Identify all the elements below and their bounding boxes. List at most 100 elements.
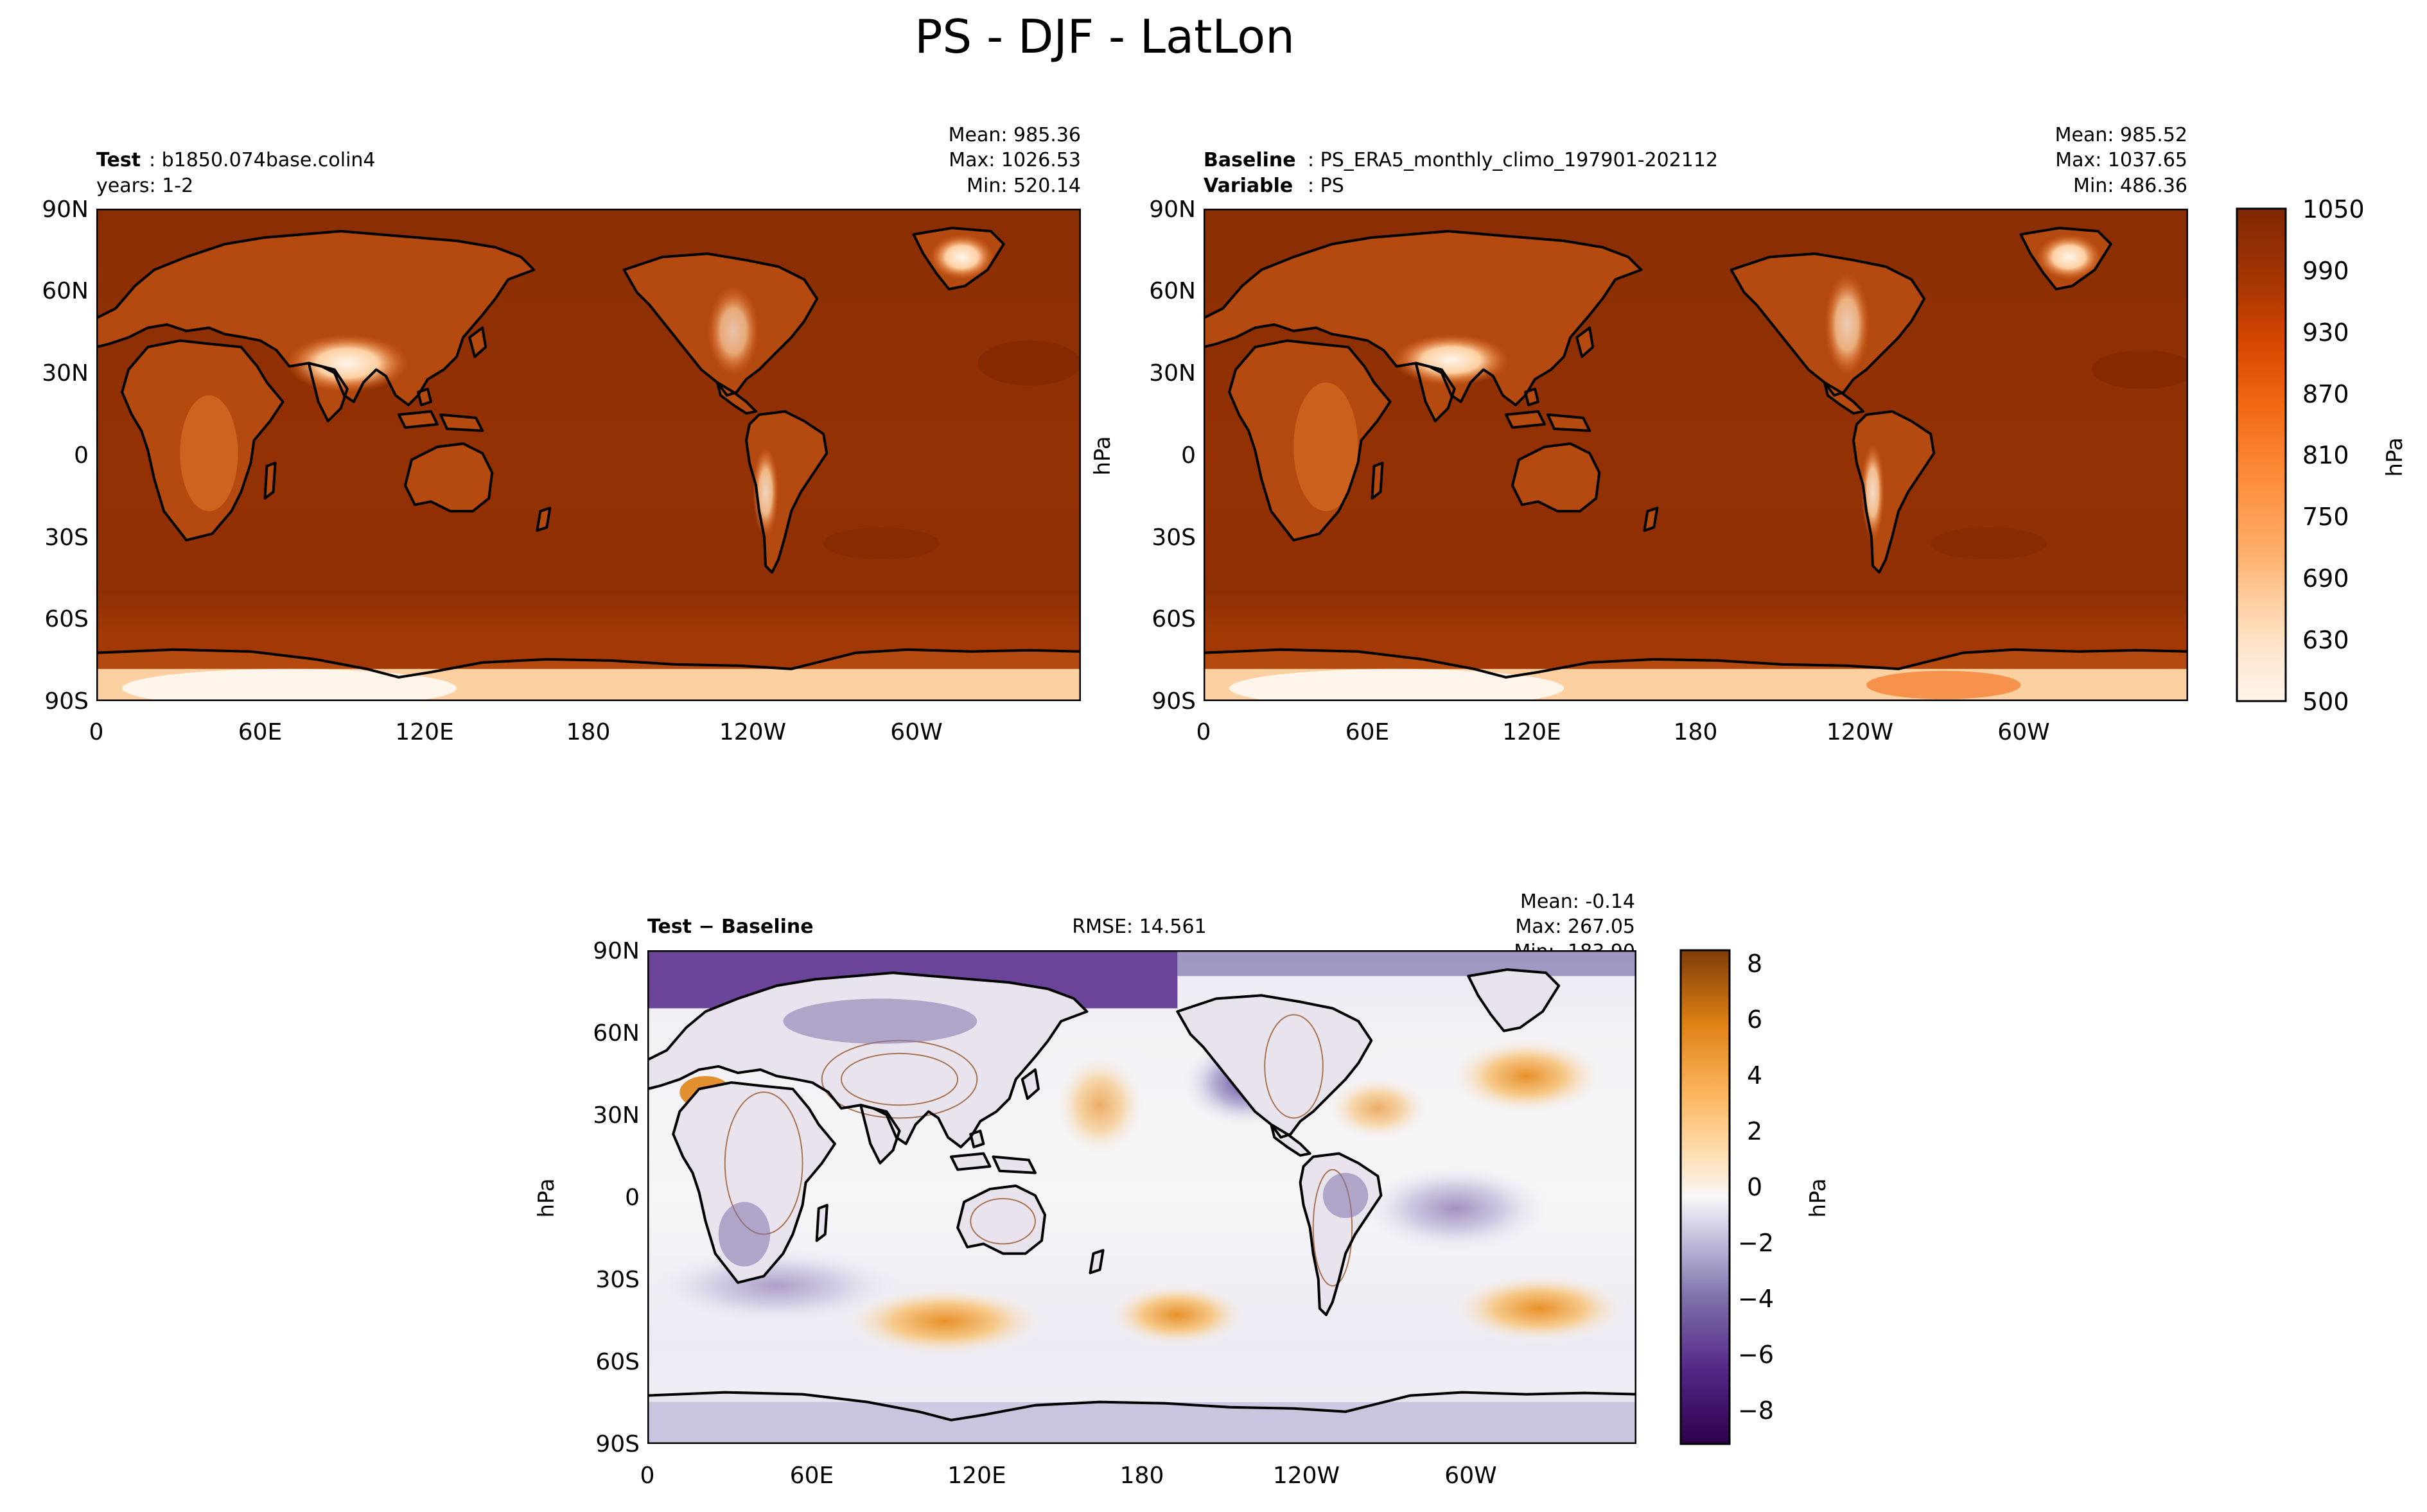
test-panel: Test : b1850.074base.colin4 years: 1-2 M… [42,124,1081,745]
colorbar-tick-label: −4 [1738,1285,1774,1313]
y-tick-label: 30S [595,1267,640,1293]
test-y-axis: 90N 60N 30N 0 30S 60S 90S [42,196,89,715]
baseline-greenland-ice [2037,234,2101,280]
baseline-map [1204,209,2188,701]
baseline-pressure-high-atlantic [2091,350,2188,389]
x-tick-label: 60W [890,719,942,745]
x-tick-label: 180 [1120,1463,1164,1489]
x-tick-label: 120E [947,1463,1006,1489]
test-label-case: : b1850.074base.colin4 [149,149,376,171]
test-map [96,209,1081,701]
y-tick-label: 90N [42,196,89,223]
diff-negative-anomaly [647,1247,906,1325]
difference-panel: Test − Baseline RMSE: 14.561 Mean: -0.14… [534,891,1831,1489]
y-tick-label: 90S [44,688,89,715]
diff-land-contours [724,1014,1353,1287]
test-antarctic-plateau [122,668,457,701]
colorbar-tick-label: 990 [2302,257,2349,285]
baseline-panel: Baseline : PS_ERA5_monthly_climo_197901-… [1090,124,2408,745]
pressure-colorbar: 1050 990 930 870 810 750 690 630 500 hPa [2236,195,2408,716]
diff-negative-anomaly [1358,1163,1553,1254]
x-tick-label: 120E [1502,719,1561,745]
baseline-ylabel: hPa [1090,436,1116,475]
difference-colorbar-label: hPa [1805,1178,1831,1217]
diff-positive-anomaly [1106,1282,1249,1348]
y-tick-label: 30N [593,1102,640,1129]
diff-land-negative [718,998,1369,1267]
x-tick-label: 60E [238,719,283,745]
colorbar-tick-label: 870 [2302,380,2349,408]
test-pressure-high-atlantic [977,340,1081,386]
baseline-x-axis: 0 60E 120E 180 120W 60W [1196,719,2050,745]
baseline-antarctic-ross [1866,670,2021,699]
x-tick-label: 180 [1674,719,1718,745]
diff-positive-anomaly [841,1285,1049,1357]
colorbar-tick-label: 6 [1747,1005,1762,1034]
variable-label-name: : PS [1308,175,1344,197]
y-tick-label: 0 [74,442,89,469]
y-tick-label: 30N [42,360,89,387]
y-tick-label: 60N [593,1020,640,1047]
x-tick-label: 120W [719,719,786,745]
colorbar-tick-label: 8 [1747,950,1762,978]
pressure-colorbar-ticks: 1050 990 930 870 810 750 690 630 500 [2302,195,2365,716]
baseline-y-axis: 90N 60N 30N 0 30S 60S 90S [1149,196,1196,715]
pressure-colorbar-ramp [2236,207,2287,702]
difference-stat-mean: Mean: -0.14 [1520,891,1635,913]
colorbar-tick-label: −2 [1738,1229,1774,1257]
colorbar-tick-label: 2 [1747,1117,1762,1145]
y-tick-label: 0 [1181,442,1196,469]
diff-positive-anomaly [1326,1076,1430,1141]
difference-ylabel: hPa [534,1178,559,1217]
pressure-colorbar-label: hPa [2382,437,2408,476]
baseline-label-bold: Baseline [1204,149,1296,171]
colorbar-tick-label: 630 [2302,626,2349,654]
y-tick-label: 60S [44,606,89,632]
colorbar-tick-label: 4 [1747,1061,1762,1090]
diff-positive-anomaly [1055,1053,1146,1157]
test-greenland-ice [929,234,994,280]
baseline-stat-max: Max: 1037.65 [2055,149,2187,171]
difference-label-bold: Test − Baseline [647,916,814,938]
test-pressure-low-pacific [823,527,940,560]
colorbar-tick-label: 0 [1747,1173,1762,1201]
test-stat-mean: Mean: 985.36 [949,124,1081,146]
test-label-bold: Test [96,149,141,171]
diff-arctic-negative [1177,950,1636,977]
x-tick-label: 60W [1444,1463,1496,1489]
y-tick-label: 60S [595,1349,640,1375]
x-tick-label: 120W [1827,719,1893,745]
y-tick-label: 90S [1152,688,1196,715]
y-tick-label: 30S [1152,525,1196,551]
colorbar-tick-label: −6 [1738,1341,1774,1369]
baseline-pressure-low-pacific [1931,527,2047,560]
baseline-stat-mean: Mean: 985.52 [2055,124,2187,146]
colorbar-tick-label: 500 [2302,688,2349,716]
x-tick-label: 0 [89,719,104,745]
y-tick-label: 0 [625,1185,640,1211]
figure-title: PS - DJF - LatLon [915,10,1295,64]
variable-label-bold: Variable [1204,175,1293,197]
baseline-stat-min: Min: 486.36 [2073,175,2187,197]
diff-positive-anomaly [1449,1273,1630,1344]
test-years: years: 1-2 [96,175,193,197]
baseline-africa-highlands [1293,382,1358,512]
y-tick-label: 30S [44,525,89,551]
colorbar-tick-label: 810 [2302,441,2349,469]
y-tick-label: 30N [1149,360,1196,387]
y-tick-label: 90S [595,1431,640,1457]
difference-colorbar-ticks: 8 6 4 2 0 −2 −4 −6 −8 [1738,950,1774,1425]
colorbar-tick-label: 690 [2302,564,2349,593]
colorbar-tick-label: 930 [2302,318,2349,347]
test-tibet-plateau [286,334,408,392]
diff-positive-anomaly [1449,1037,1604,1115]
y-tick-label: 90N [1149,196,1196,223]
colorbar-tick-label: 1050 [2302,195,2365,223]
test-africa-highlands [180,395,238,512]
y-tick-label: 60N [1149,278,1196,304]
colorbar-tick-label: 750 [2302,503,2349,531]
test-stat-min: Min: 520.14 [967,175,1081,197]
difference-stat-max: Max: 267.05 [1515,916,1635,938]
diff-antarctica-mixed [647,1402,1636,1444]
